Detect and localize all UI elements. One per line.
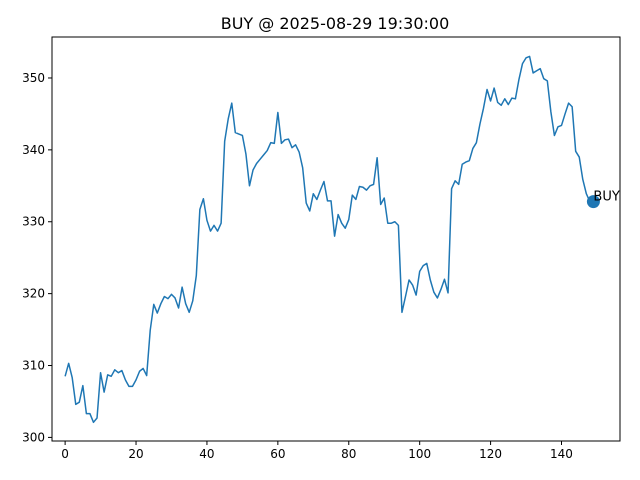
x-tick-label: 140 [550, 447, 573, 461]
buy-marker [586, 195, 600, 209]
chart-title: BUY @ 2025-08-29 19:30:00 [221, 14, 450, 33]
x-tick-label: 40 [199, 447, 214, 461]
y-tick-label: 330 [22, 215, 45, 229]
x-tick-label: 20 [128, 447, 143, 461]
x-tick-label: 80 [341, 447, 356, 461]
plot-area: BUY 0 20 40 60 80 100 120 140 300 310 320 330 340 350 [22, 36, 621, 461]
x-tick-label: 60 [270, 447, 285, 461]
x-tick-label: 100 [408, 447, 431, 461]
plot-frame [51, 36, 621, 442]
y-tick-label: 340 [22, 143, 45, 157]
y-tick-label: 350 [22, 71, 45, 85]
price-line [64, 55, 594, 424]
x-tick-label: 0 [61, 447, 69, 461]
x-tick-label: 120 [479, 447, 502, 461]
buy-label: BUY [593, 190, 619, 205]
y-tick-label: 300 [22, 430, 45, 444]
y-tick-label: 320 [22, 287, 45, 301]
y-tick-label: 310 [22, 359, 45, 373]
